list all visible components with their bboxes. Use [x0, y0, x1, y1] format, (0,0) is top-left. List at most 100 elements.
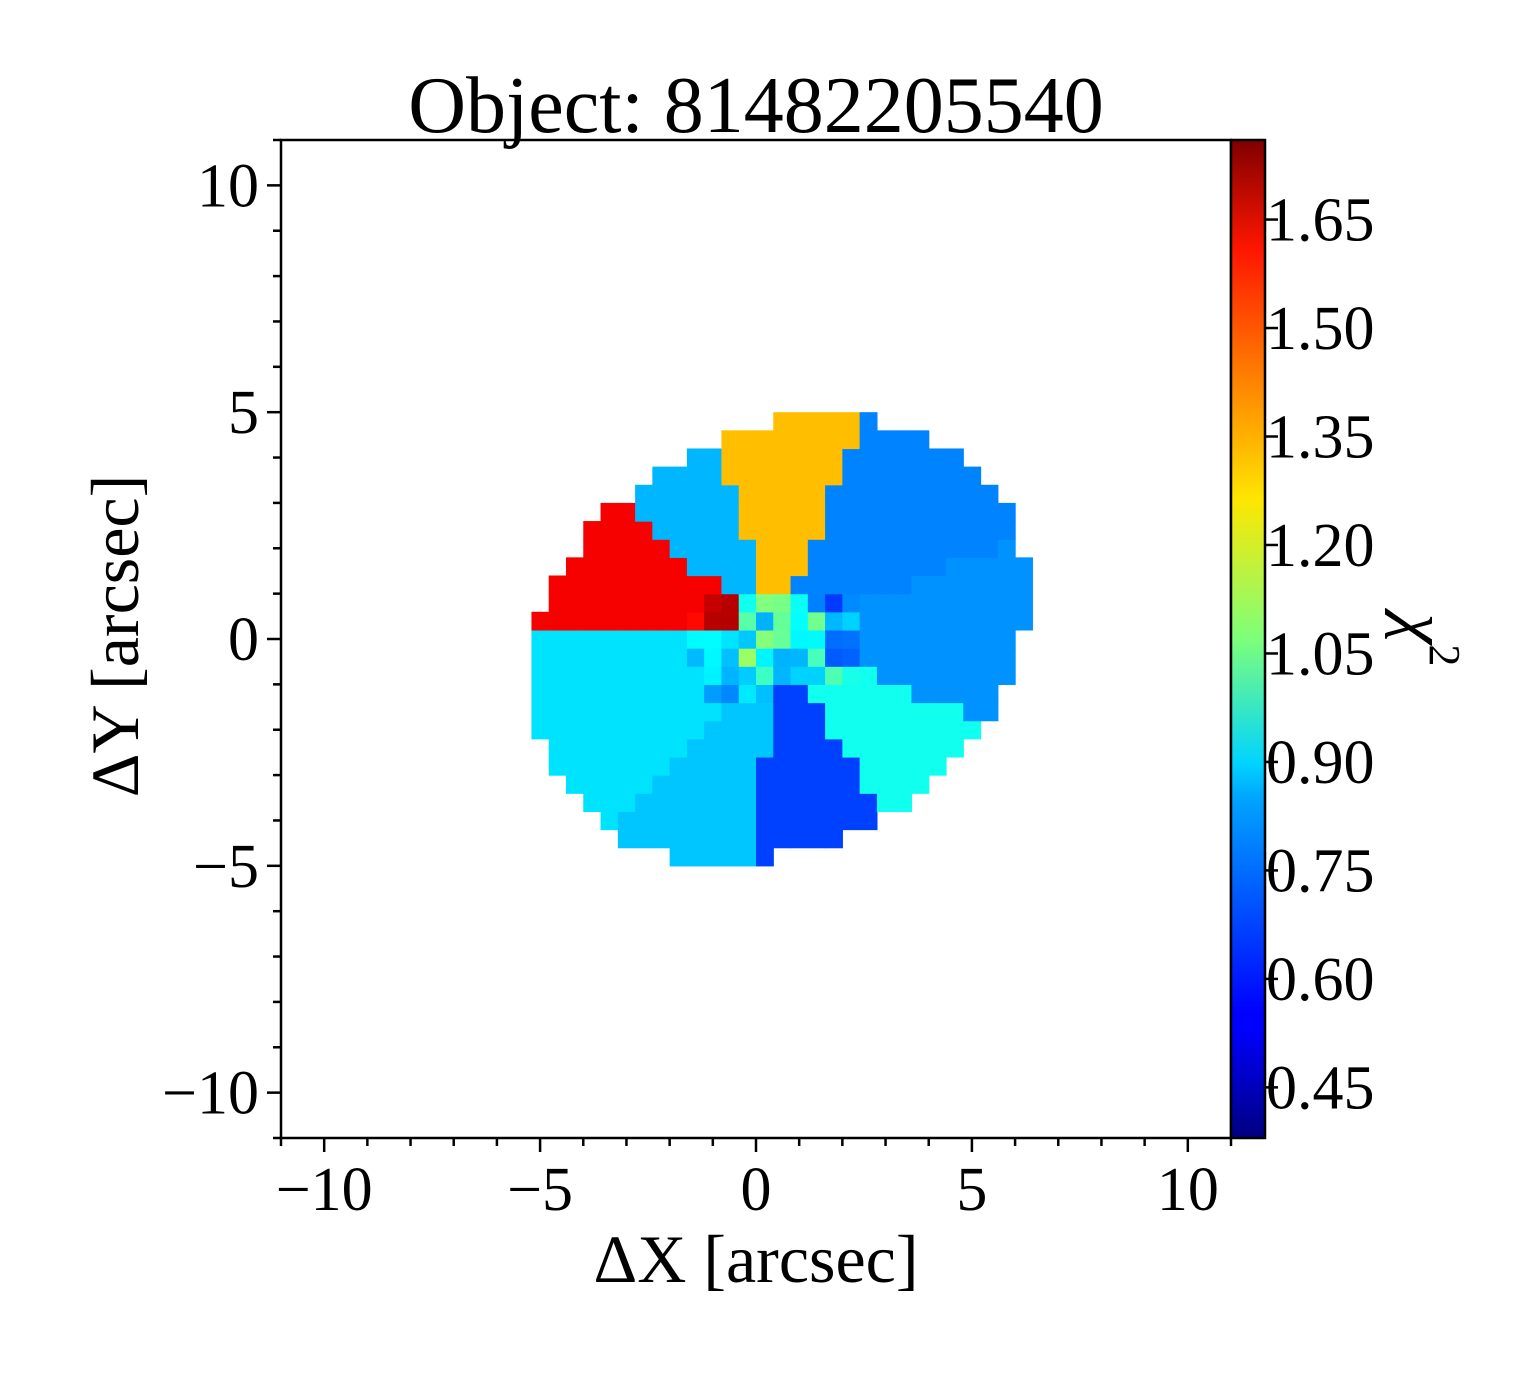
heatmap-cell	[876, 430, 895, 450]
heatmap-cell	[652, 756, 671, 776]
heatmap-cell	[825, 720, 843, 740]
heatmap-cell	[911, 611, 930, 631]
heatmap-cell	[600, 557, 619, 577]
heatmap-cell	[790, 557, 809, 577]
heatmap-cell	[669, 557, 688, 577]
heatmap-cell	[721, 629, 740, 649]
heatmap-cell	[859, 793, 878, 812]
heatmap-cell	[807, 539, 826, 558]
heatmap-cell	[548, 720, 567, 740]
heatmap-cell	[721, 684, 740, 704]
heatmap-cell	[600, 738, 619, 758]
colorbar-tick-label: 1.35	[1266, 404, 1375, 472]
x-axis-label: ΔX [arcsec]	[594, 1221, 919, 1297]
heatmap-cell	[946, 720, 964, 740]
heatmap-cell	[738, 575, 757, 595]
heatmap-cell	[617, 702, 636, 722]
heatmap-cell	[842, 629, 861, 649]
heatmap-cell	[859, 521, 878, 540]
heatmap-cell	[807, 466, 826, 486]
heatmap-cell	[652, 466, 671, 486]
heatmap-cell	[876, 775, 895, 794]
heatmap-cell	[652, 557, 671, 577]
heatmap-cell	[825, 521, 843, 540]
heatmap-cell	[963, 593, 982, 613]
heatmap-cell	[842, 811, 861, 831]
heatmap-cell	[859, 684, 878, 704]
heatmap-cell	[894, 557, 913, 577]
colorbar-label: χ2	[1384, 608, 1469, 667]
heatmap-cell	[652, 793, 671, 812]
heatmap-cell	[738, 466, 757, 486]
y-tick-label: 0	[228, 606, 259, 674]
heatmap-cell	[842, 666, 861, 685]
colorbar-tick-label: 1.65	[1266, 187, 1375, 255]
heatmap-cell	[617, 684, 636, 704]
heatmap-cell	[652, 684, 671, 704]
heatmap-cell	[652, 484, 671, 504]
heatmap-cell	[911, 521, 930, 540]
heatmap-cell	[617, 811, 636, 831]
heatmap-cell	[566, 756, 584, 776]
heatmap-cell	[600, 502, 619, 522]
heatmap-cell	[911, 720, 930, 740]
heatmap-cell	[911, 448, 930, 468]
heatmap-cell	[911, 557, 930, 577]
heatmap-cell	[548, 593, 567, 613]
heatmap-cell	[790, 484, 809, 504]
heatmap-cell	[790, 575, 809, 595]
heatmap-cell	[825, 611, 843, 631]
heatmap-cell	[669, 684, 688, 704]
heatmap-cell	[928, 466, 947, 486]
heatmap-cell	[842, 593, 861, 613]
heatmap-cell	[790, 793, 809, 812]
heatmap-cell	[807, 648, 826, 667]
heatmap-cell	[704, 648, 723, 667]
heatmap-cell	[704, 593, 723, 613]
heatmap-cell	[738, 648, 757, 667]
heatmap-cell	[911, 738, 930, 758]
heatmap-cell	[946, 648, 964, 667]
heatmap-cell	[566, 702, 584, 722]
heatmap-cell	[997, 557, 1016, 577]
heatmap-cell	[721, 611, 740, 631]
heatmap-cell	[583, 539, 602, 558]
heatmap-cell	[980, 648, 999, 667]
heatmap-cell	[825, 502, 843, 522]
heatmap-cell	[669, 666, 688, 685]
heatmap-cell	[635, 593, 653, 613]
heatmap-cell	[928, 593, 947, 613]
heatmap-cell	[652, 593, 671, 613]
heatmap-cell	[928, 666, 947, 685]
heatmap-cell	[600, 684, 619, 704]
heatmap-cell	[635, 521, 653, 540]
heatmap-cell	[773, 521, 792, 540]
heatmap-cell	[669, 484, 688, 504]
heatmap-cell	[738, 847, 757, 867]
heatmap-cell	[773, 720, 792, 740]
heatmap-cell	[928, 648, 947, 667]
heatmap-cell	[566, 775, 584, 794]
heatmap-cell	[928, 629, 947, 649]
heatmap-cell	[686, 484, 705, 504]
heatmap-cell	[790, 521, 809, 540]
heatmap-cell	[686, 648, 705, 667]
heatmap-cell	[825, 430, 843, 450]
heatmap-cell	[583, 738, 602, 758]
colorbar: 0.45 0.60 0.75 0.90 1.05 1.20 1.35 1.50 1.65	[1229, 138, 1375, 1140]
heatmap-cell	[773, 448, 792, 468]
heatmap-cell	[842, 611, 861, 631]
heatmap-cell	[980, 702, 999, 722]
heatmap-cell	[946, 521, 964, 540]
heatmap-cell	[807, 521, 826, 540]
heatmap-cell	[911, 593, 930, 613]
heatmap-cell	[894, 775, 913, 794]
heatmap-cell	[704, 448, 723, 468]
heatmap-cell	[756, 575, 774, 595]
heatmap-cell	[980, 484, 999, 504]
heatmap-cell	[928, 502, 947, 522]
heatmap-cell	[842, 720, 861, 740]
heatmap-cell	[911, 430, 930, 450]
heatmap-cell	[963, 521, 982, 540]
heatmap-cell	[911, 539, 930, 558]
